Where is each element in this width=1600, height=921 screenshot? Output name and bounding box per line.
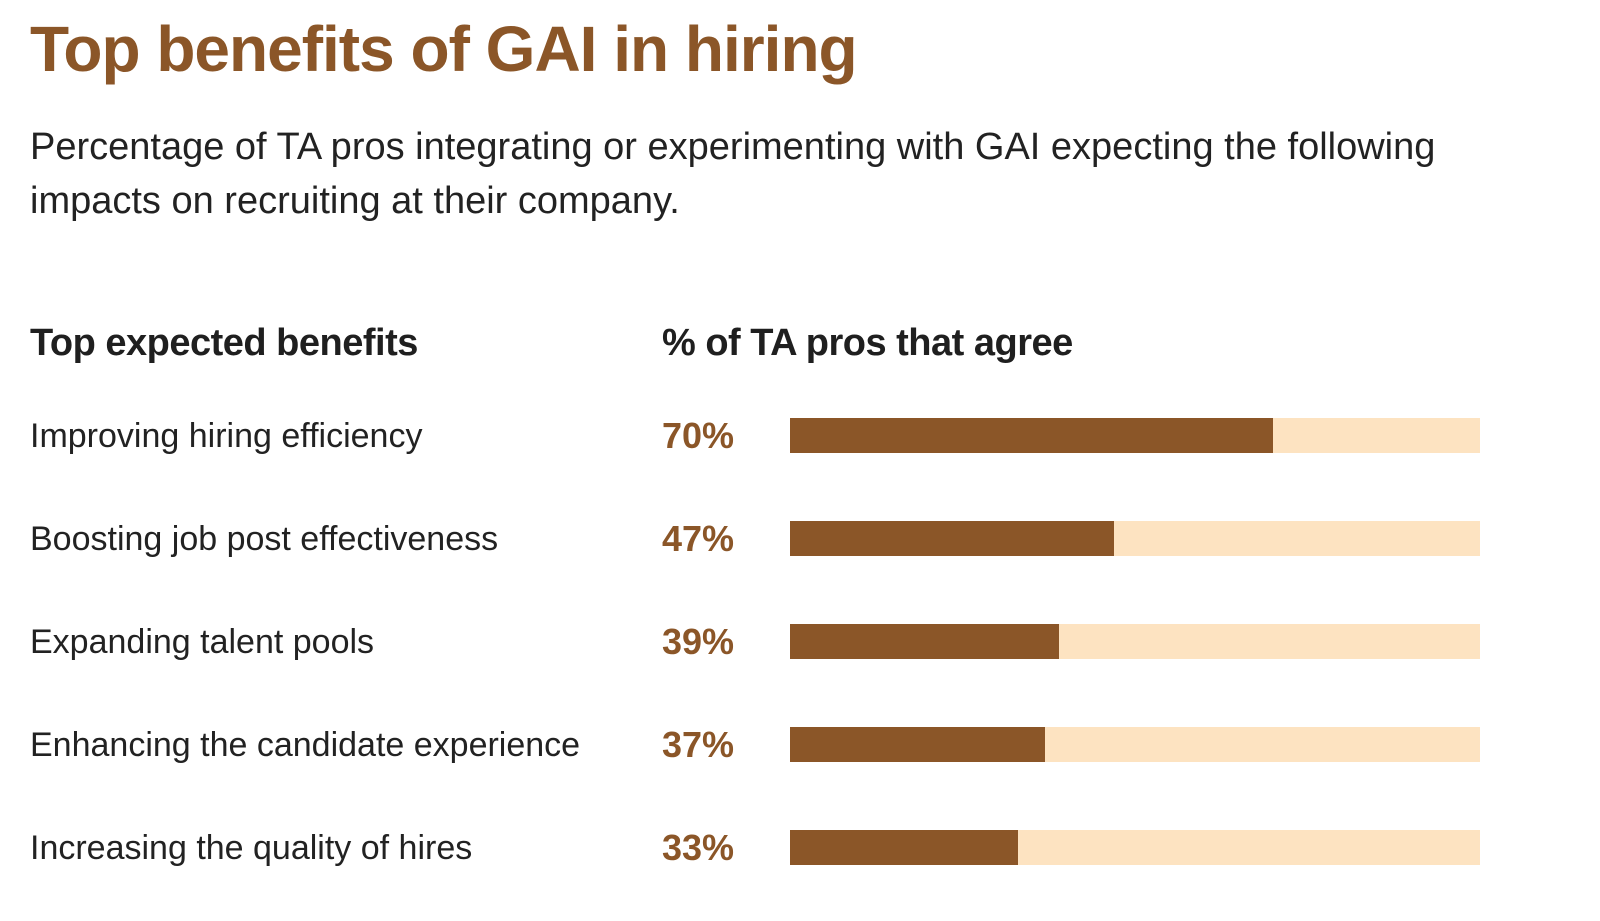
- value-column-header: % of TA pros that agree: [662, 322, 1073, 364]
- bar-row: Increasing the quality of hires 33%: [0, 818, 1600, 878]
- value-label: 39%: [662, 621, 735, 662]
- value-label: 47%: [662, 518, 735, 559]
- bar-track: [790, 830, 1480, 865]
- bar: [790, 624, 1060, 659]
- value-label: 37%: [662, 724, 735, 765]
- bar-track: [790, 624, 1480, 659]
- category-label: Enhancing the candidate experience: [30, 726, 581, 764]
- bar-track: [790, 418, 1480, 453]
- category-label: Boosting job post effectiveness: [30, 520, 499, 558]
- value-label: 33%: [662, 827, 735, 868]
- bar: [790, 418, 1273, 453]
- bar-row: Enhancing the candidate experience 37%: [0, 715, 1600, 775]
- bar-row: Improving hiring efficiency 70%: [0, 406, 1600, 466]
- value-label: 70%: [662, 415, 735, 456]
- category-label: Improving hiring efficiency: [30, 417, 423, 455]
- bar: [790, 830, 1018, 865]
- chart-subtitle: Percentage of TA pros integrating or exp…: [30, 126, 1436, 222]
- chart-title: Top benefits of GAI in hiring: [30, 13, 858, 85]
- category-column-header: Top expected benefits: [30, 322, 418, 364]
- bar: [790, 521, 1115, 556]
- bar-row: Boosting job post effectiveness 47%: [0, 509, 1600, 569]
- bar-track: [790, 727, 1480, 762]
- bar-row: Expanding talent pools 39%: [0, 612, 1600, 672]
- bar-track: [790, 521, 1480, 556]
- bar: [790, 727, 1046, 762]
- category-label: Increasing the quality of hires: [30, 829, 473, 867]
- category-label: Expanding talent pools: [30, 623, 375, 661]
